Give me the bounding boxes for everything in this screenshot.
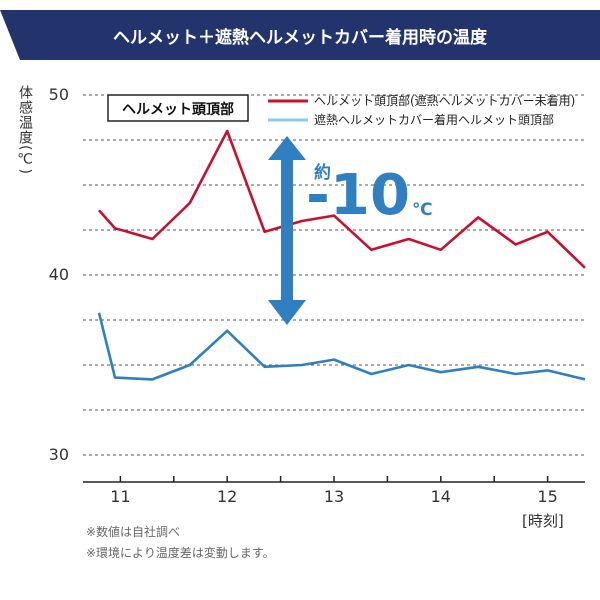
box-label-text: ヘルメット頭頂部 [122,101,234,118]
x-tick-label: 11 [110,487,130,506]
arrow-head-down [268,300,306,325]
x-tick-label: 12 [217,487,237,506]
y-ticks: 30 40 50 [49,85,69,464]
header-banner [0,10,600,60]
difference-arrow [268,136,306,325]
series-layer [97,129,586,381]
arrow-head-up [268,136,306,160]
annotation-unit: ℃ [412,200,433,220]
y-axis-label: 体感温度(℃) [17,85,33,175]
note-2: ※環境により温度差は変動します。 [86,545,275,560]
series-line-covered [97,312,586,381]
y-tick-label: 40 [49,265,69,284]
grid-layer [83,94,585,456]
x-axis-label: [時刻] [522,512,564,530]
y-tick-label: 50 [49,85,69,104]
x-tick-label: 13 [324,487,344,506]
note-1: ※数値は自社調べ [86,524,180,539]
x-tick-label: 15 [537,487,557,506]
header-title: ヘルメット＋遮熱ヘルメットカバー着用時の温度 [113,27,488,48]
annotation-prefix: 約 [314,162,331,183]
x-ticks: 11 12 13 14 15 [110,476,558,506]
box-label-frame [107,94,249,122]
annotation-value: -10 [306,163,410,228]
series-line-uncovered [98,129,586,269]
arrow-shaft [281,158,293,302]
y-tick-label: 30 [49,445,69,464]
legend-red-label: ヘルメット頭頂部(遮熱ヘルメットカバー未着用) [314,93,575,108]
x-tick-label: 14 [431,487,451,506]
legend-blue-label: 遮熱ヘルメットカバー着用ヘルメット頭頂部 [314,112,554,127]
legend: ヘルメット頭頂部 ヘルメット頭頂部(遮熱ヘルメットカバー未着用) 遮熱ヘルメット… [107,93,575,127]
